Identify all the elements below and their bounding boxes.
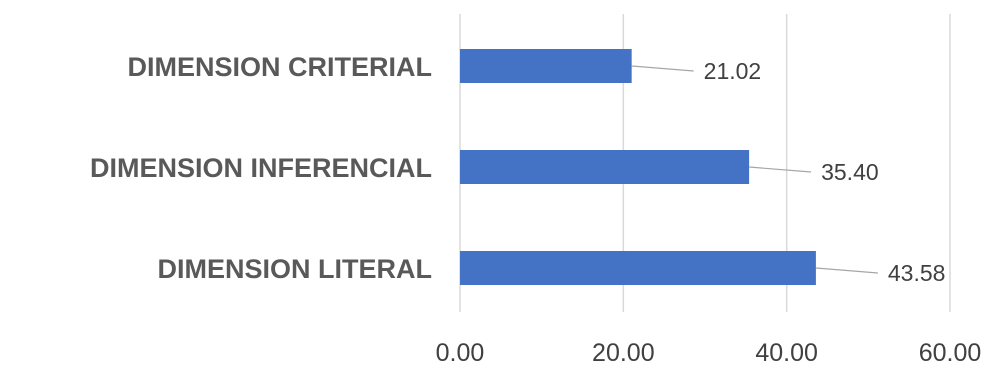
x-tick-label: 0.00: [436, 339, 485, 367]
bars: [460, 49, 816, 285]
data-label-dimension-criterial: 21.02: [704, 58, 762, 84]
category-label-dimension-inferencial: DIMENSION INFERENCIAL: [90, 153, 432, 183]
data-label-dimension-inferencial: 35.40: [821, 159, 879, 185]
x-axis-ticks: 0.00 20.00 40.00 60.00: [436, 339, 982, 367]
x-tick-label: 60.00: [919, 339, 982, 367]
bar-dimension-literal: [460, 251, 816, 285]
leader-line: [815, 267, 878, 274]
data-label-dimension-literal: 43.58: [888, 260, 946, 286]
leader-line: [631, 65, 694, 72]
bar-dimension-inferencial: [460, 150, 750, 184]
category-label-dimension-criterial: DIMENSION CRITERIAL: [127, 52, 432, 82]
bar-dimension-criterial: [460, 49, 632, 83]
data-labels: 21.02 35.40 43.58: [631, 58, 946, 286]
x-tick-label: 20.00: [592, 339, 655, 367]
category-labels: DIMENSION CRITERIAL DIMENSION INFERENCIAL…: [90, 52, 432, 284]
category-label-dimension-literal: DIMENSION LITERAL: [158, 254, 433, 284]
leader-line: [749, 166, 812, 173]
x-tick-label: 40.00: [755, 339, 818, 367]
